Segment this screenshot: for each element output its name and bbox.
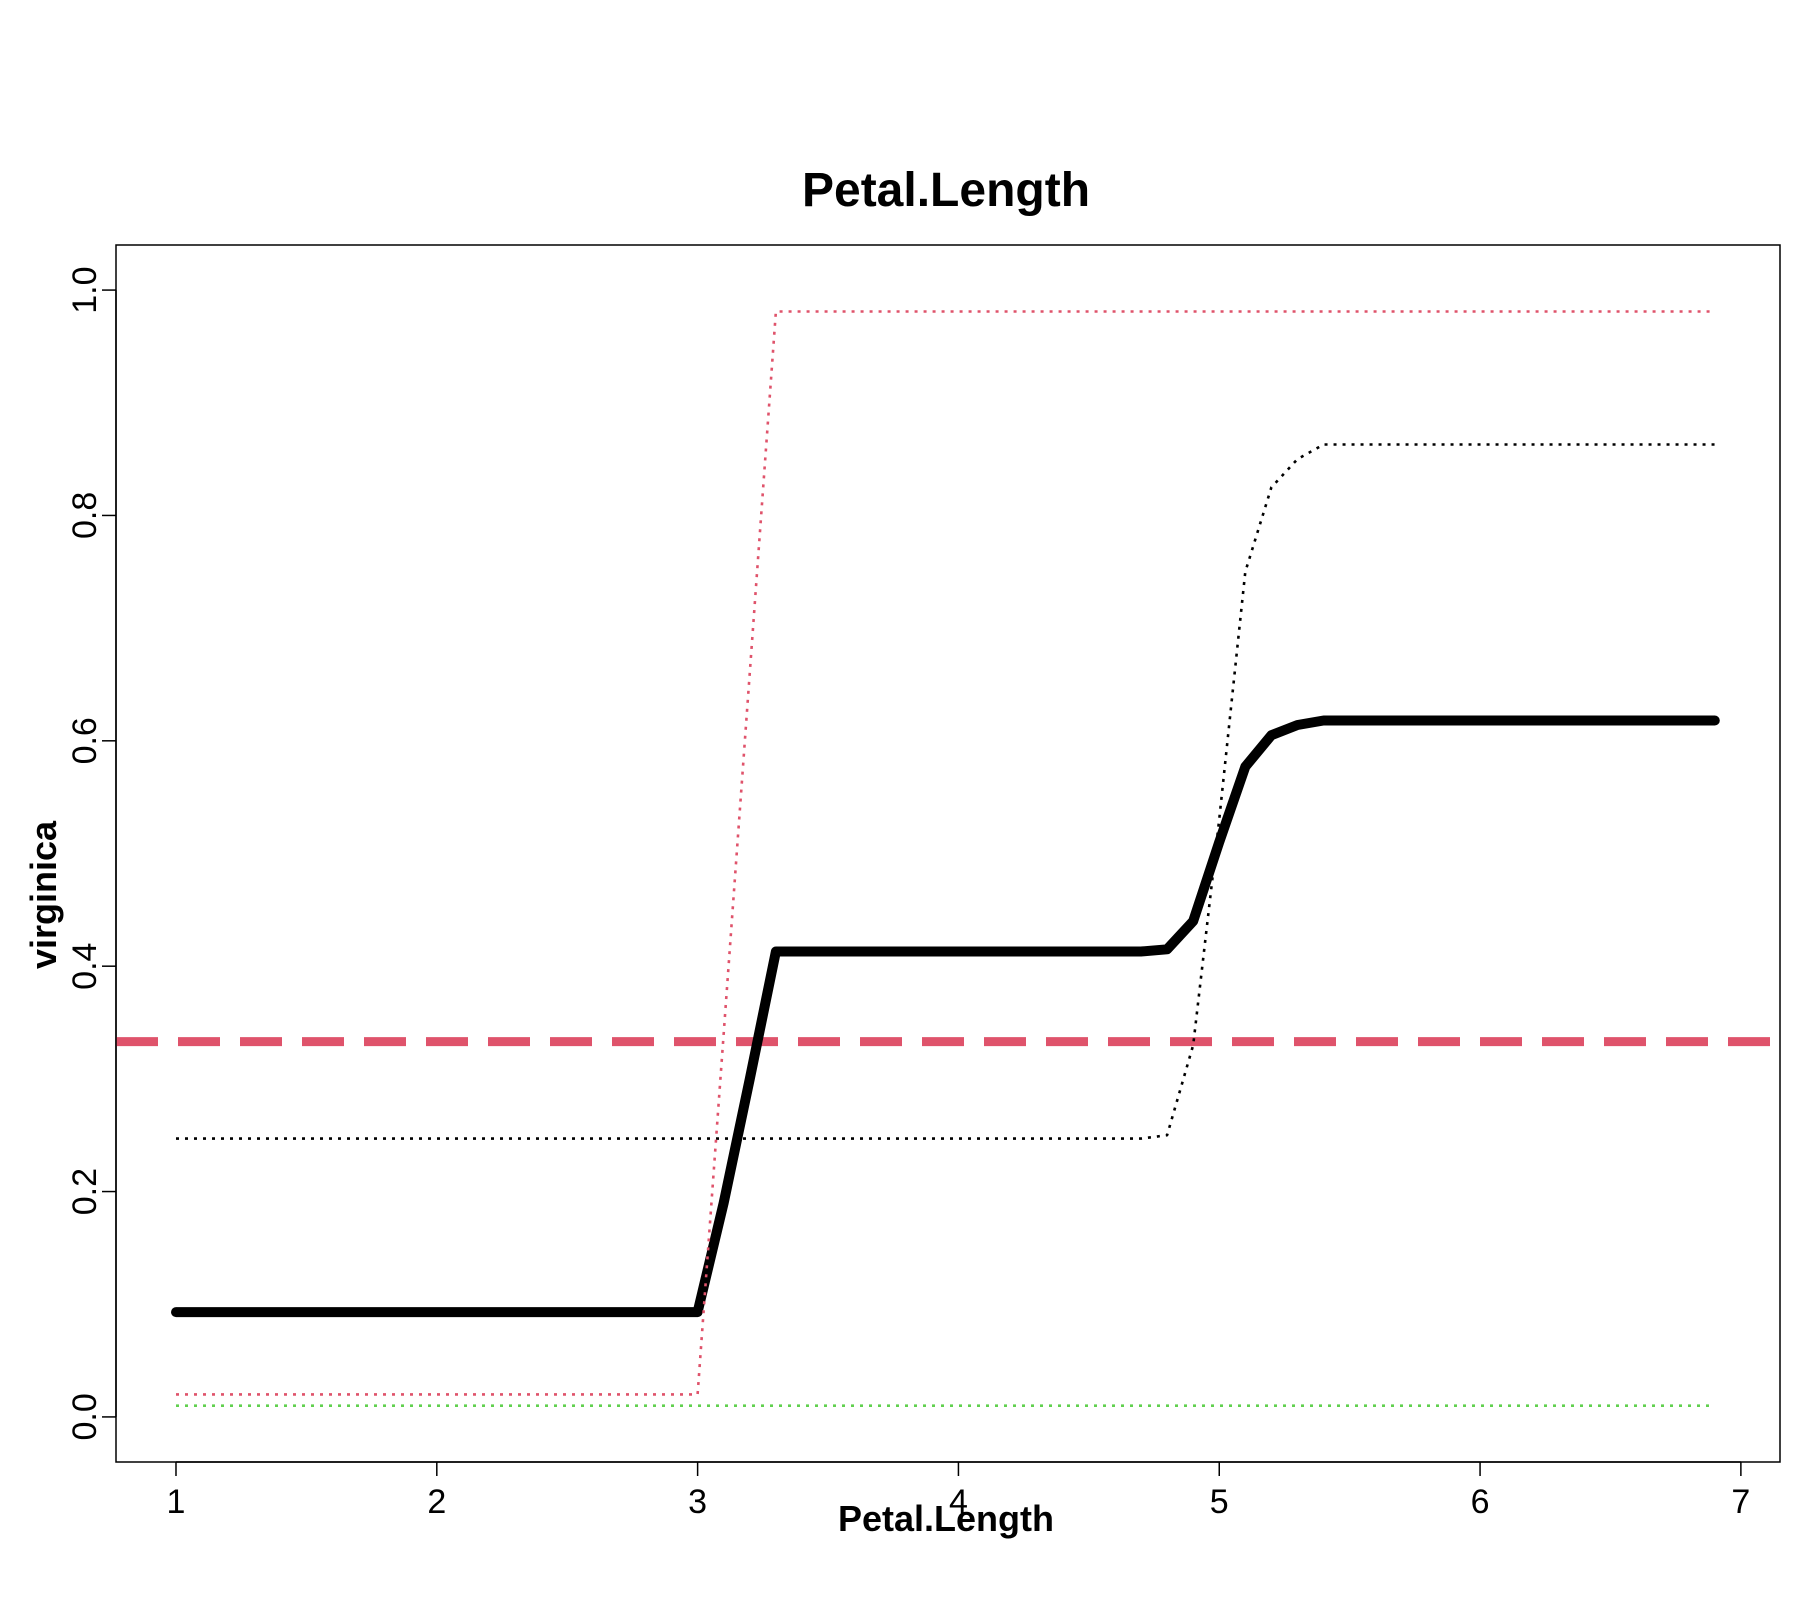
x-tick-label: 6 (1471, 1483, 1490, 1521)
x-tick-label: 2 (427, 1483, 446, 1521)
y-tick-label: 0.2 (66, 1168, 104, 1215)
series-line-upper-band (176, 443, 1715, 1140)
y-axis-label: virginica (23, 820, 64, 969)
x-tick-label: 4 (949, 1483, 968, 1521)
plot-area (116, 310, 1780, 1407)
series-line-mean (171, 715, 1720, 1318)
y-tick-label: 0.6 (66, 717, 104, 764)
y-tick-label: 0.0 (66, 1393, 104, 1440)
x-tick-label: 3 (688, 1483, 707, 1521)
y-tick-label: 0.4 (66, 943, 104, 990)
x-tick-label: 1 (167, 1483, 186, 1521)
x-tick-label: 7 (1731, 1483, 1750, 1521)
y-tick-label: 1.0 (66, 266, 104, 313)
axes: 1 2 3 4 5 6 7 0.0 0.2 0.4 0.6 0.8 1.0 (66, 266, 1750, 1521)
chart-title: Petal.Length (802, 164, 1090, 217)
series-line-max (176, 310, 1715, 1396)
x-tick-label: 5 (1210, 1483, 1229, 1521)
x-axis-label: Petal.Length (838, 1498, 1054, 1539)
y-tick-label: 0.8 (66, 492, 104, 539)
plot-frame (115, 244, 1781, 1463)
